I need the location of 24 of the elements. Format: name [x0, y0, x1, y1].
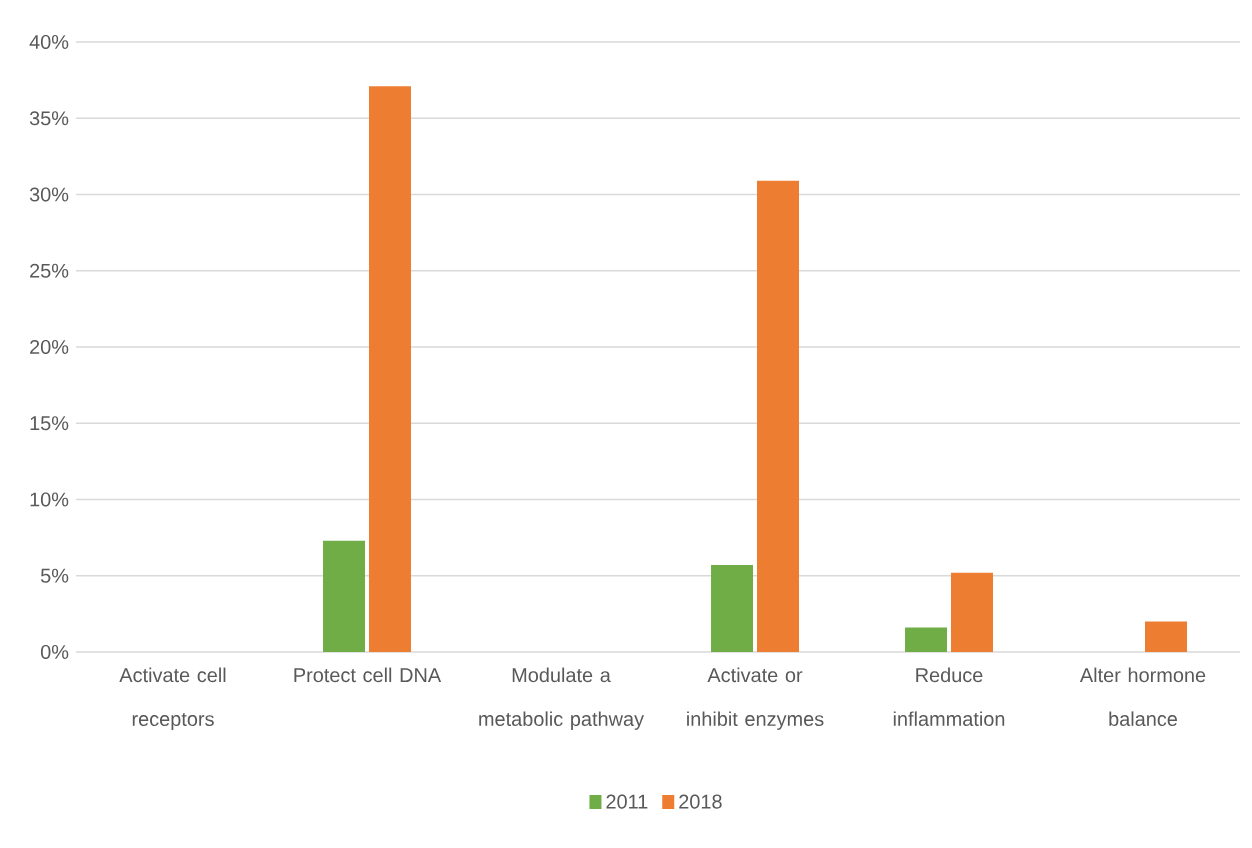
legend-label: 2011	[606, 794, 648, 809]
legend-label: 2018	[679, 794, 722, 809]
bar	[757, 180, 799, 652]
bar	[711, 565, 754, 652]
category-label: Activate or inhibit enzymes	[687, 667, 824, 730]
y-tick-label: 30%	[29, 187, 69, 202]
y-tick-label: 10%	[30, 492, 69, 507]
y-tick-label: 15%	[30, 416, 69, 431]
category-label: Modulate a metabolic pathway	[479, 667, 645, 730]
bar	[368, 86, 411, 652]
y-tick-label: 20%	[30, 339, 69, 355]
y-tick-label: 25%	[30, 263, 69, 278]
bar	[1145, 621, 1187, 652]
y-tick-label: 0%	[40, 644, 69, 660]
category-label: Activate cell receptors	[119, 667, 226, 730]
category-label: Alter hormone balance	[1079, 667, 1206, 726]
y-tick-label: 5%	[40, 568, 69, 583]
bar	[323, 540, 366, 652]
bar	[951, 572, 993, 652]
y-tick-label: 35%	[29, 111, 69, 126]
x-tick-label: Protect cell DNA	[294, 667, 442, 683]
category-label: Reduce inflammation	[893, 667, 1005, 726]
bar	[905, 627, 948, 652]
y-tick-label: 40%	[29, 34, 69, 50]
